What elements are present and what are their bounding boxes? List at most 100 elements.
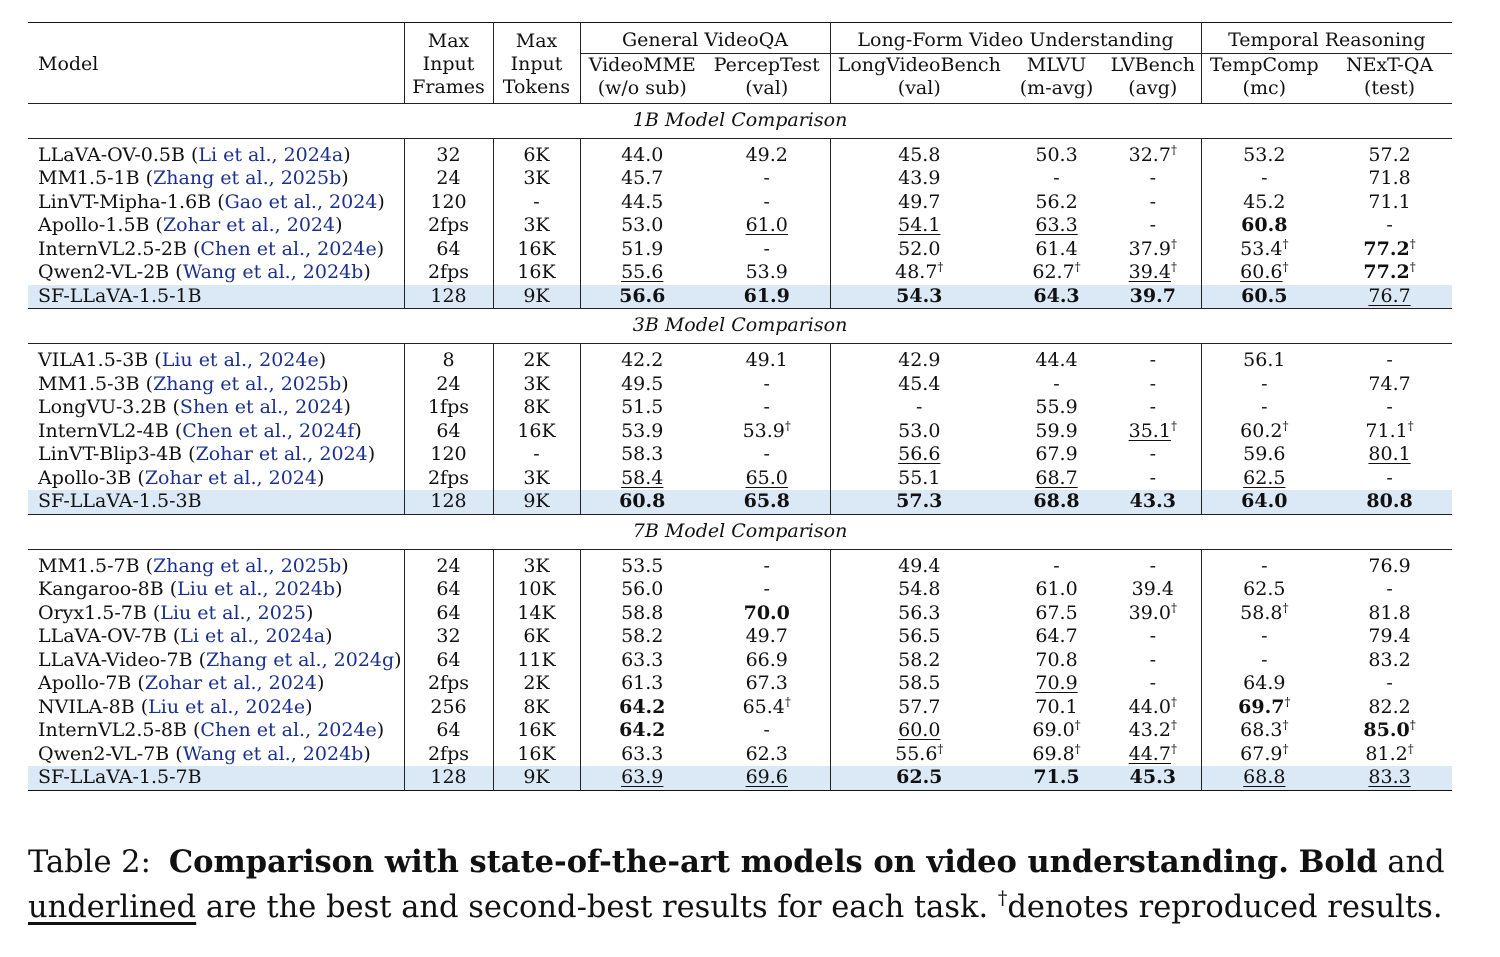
cell-value: - [533, 190, 540, 213]
benchmark-header-longvideobench: LongVideoBench (val) [829, 53, 1009, 104]
max-tokens-cell: 3K [492, 466, 580, 490]
score-cell: - [704, 396, 830, 420]
cell-value: 64 [436, 419, 461, 442]
citation-link[interactable]: Zohar et al., 2024 [144, 672, 317, 694]
score-cell: 79.4 [1327, 625, 1452, 649]
citation-link[interactable]: Zhang et al., 2024g [206, 648, 395, 671]
cell-value: 65.8 [743, 490, 790, 512]
score-cell: 44.4 [1008, 344, 1105, 373]
citation-link[interactable]: Liu et al., 2024b [177, 578, 336, 600]
score-cell: 83.3 [1327, 766, 1453, 790]
score-cell: 57.3 [829, 490, 1009, 514]
cell-value: 57.7 [898, 695, 941, 718]
cell-value: 65.0 [745, 466, 788, 489]
cell-value: 9K [523, 490, 550, 512]
score-cell: - [704, 238, 830, 262]
cell-value: 64 [436, 719, 461, 741]
cell-value: 53.2 [1243, 143, 1286, 166]
max-tokens-cell: 2K [492, 343, 580, 373]
cell-value: - [1261, 167, 1268, 189]
citation-link[interactable]: Gao et al., 2024 [224, 190, 378, 213]
caption-bold-word: Bold [1298, 844, 1378, 880]
citation-link[interactable]: Zohar et al., 2024 [195, 443, 368, 465]
citation-link[interactable]: Liu et al., 2024e [161, 349, 319, 371]
cell-value: 32 [436, 625, 461, 647]
citation-link[interactable]: Zohar et al., 2024 [144, 466, 317, 489]
score-cell: 68.8 [1008, 490, 1106, 514]
citation-link[interactable]: Li et al., 2024a [180, 625, 326, 647]
max-tokens-cell: 3K [492, 372, 580, 396]
section-header-row: 1B Model Comparison [28, 102, 1453, 139]
reproduced-dagger: † [1282, 260, 1289, 274]
score-cell: - [704, 167, 830, 191]
model-name: MM1.5-7B [38, 554, 140, 577]
table-row: Kangaroo-8B (Liu et al., 2024b) 64 10K 56.0… [28, 578, 1452, 602]
cell-value: 60.5 [1241, 284, 1288, 307]
score-cell: 53.4† [1200, 237, 1328, 261]
cell-value: - [763, 443, 770, 465]
table-row: Apollo-3B (Zohar et al., 2024) 2fps 3K 58.4… [28, 466, 1452, 490]
score-cell: 54.3 [829, 284, 1009, 309]
table-row: InternVL2.5-2B (Chen et al., 2024e) 64 16K… [28, 237, 1452, 262]
table-row: InternVL2.5-8B (Chen et al., 2024e) 64 16K… [28, 719, 1452, 743]
cell-value: 64 [436, 237, 461, 260]
cell-value: 44.5 [621, 190, 664, 213]
citation-link[interactable]: Liu et al., 2025 [160, 601, 307, 624]
score-cell: - [1105, 191, 1201, 215]
citation-link[interactable]: Liu et al., 2024e [148, 695, 306, 718]
citation-link[interactable]: Chen et al., 2024e [200, 237, 377, 260]
score-cell: 80.1 [1327, 443, 1452, 467]
cell-value: 49.1 [745, 349, 788, 371]
score-cell: 45.3 [1105, 766, 1202, 790]
citation-link[interactable]: Wang et al., 2024b [182, 742, 364, 765]
cell-value: 24 [436, 554, 461, 577]
benchmark-header-nextqa: NExT-QA (test) [1327, 53, 1453, 104]
cell-value: 42.2 [621, 349, 664, 371]
score-cell: - [1105, 373, 1201, 397]
table-row: VILA1.5-3B (Liu et al., 2024e) 8 2K 42.2 49.… [28, 343, 1452, 373]
model-name-cell: SF-LLaVA-1.5-7B [28, 766, 404, 790]
cell-value: 81.8 [1368, 601, 1411, 624]
model-name: MM1.5-1B [38, 167, 140, 189]
score-cell: 39.4† [1105, 261, 1201, 285]
model-name-cell: SF-LLaVA-1.5-3B [28, 490, 404, 514]
score-cell: 56.6 [829, 443, 1009, 467]
max-frames-cell: 32 [403, 138, 493, 167]
table-row: LLaVA-Video-7B (Zhang et al., 2024g) 64 11… [28, 648, 1452, 672]
cell-value: - [1149, 396, 1156, 418]
reproduced-dagger: † [1282, 600, 1289, 615]
model-name: LLaVA-OV-0.5B [38, 143, 185, 166]
reproduced-dagger: † [1282, 418, 1289, 433]
citation-link[interactable]: Zhang et al., 2025b [153, 372, 342, 395]
benchmark-header-perceptest: PercepTest (val) [704, 53, 831, 104]
our-model-row: SF-LLaVA-1.5-7B 128 9K 63.9 69.6 62.5 71.5 45.3… [28, 766, 1453, 790]
score-cell: 67.9 [1008, 443, 1105, 467]
citation-link[interactable]: Zhang et al., 2025b [153, 554, 342, 577]
table-row: LinVT-Blip3-4B (Zohar et al., 2024) 120 - 5… [28, 443, 1452, 467]
cell-value: 2fps [427, 466, 470, 489]
citation-link[interactable]: Li et al., 2024a [198, 143, 344, 166]
cell-value: 66.9 [745, 648, 788, 671]
cell-value: 80.8 [1366, 490, 1413, 512]
cell-value: 71.8 [1368, 167, 1411, 189]
score-cell: 57.2 [1327, 138, 1452, 167]
citation-link[interactable]: Shen et al., 2024 [179, 396, 344, 418]
score-cell: 74.7 [1327, 373, 1452, 397]
table-row: Oryx1.5-7B (Liu et al., 2025) 64 14K 58.8 70… [28, 600, 1452, 625]
cell-value: 6K [523, 143, 550, 166]
citation-link[interactable]: Zohar et al., 2024 [162, 214, 336, 236]
score-cell: 64.3 [1008, 284, 1106, 309]
max-frames-cell: 2fps [403, 742, 493, 766]
cell-value: 58.8 [621, 601, 664, 624]
cell-value: 43.9 [898, 167, 941, 189]
citation-link[interactable]: Chen et al., 2024e [200, 719, 377, 741]
citation-link[interactable]: Zhang et al., 2025b [153, 167, 342, 189]
citation-link[interactable]: Wang et al., 2024b [182, 261, 364, 283]
model-name: Qwen2-VL-7B [38, 742, 170, 765]
section-header-row: 7B Model Comparison [28, 513, 1453, 550]
citation-link[interactable]: Chen et al., 2024f [182, 419, 355, 442]
cell-value: 62.7 [1032, 261, 1075, 283]
score-cell: 68.3† [1200, 719, 1328, 743]
reproduced-dagger: † [1170, 694, 1177, 709]
model-name: MM1.5-3B [38, 372, 140, 395]
